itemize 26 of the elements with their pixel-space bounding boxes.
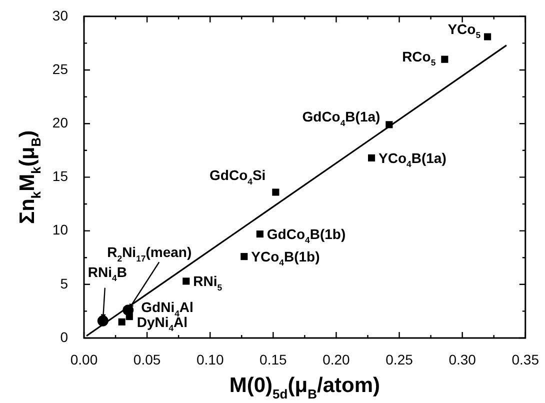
x-tick-label: 0.25 xyxy=(386,351,414,368)
x-tick-label: 0.05 xyxy=(133,351,161,368)
point xyxy=(240,252,248,260)
x-tick-label: 0.15 xyxy=(260,351,287,368)
point xyxy=(256,230,264,238)
y-tick-label: 25 xyxy=(52,60,68,77)
y-tick-label: 5 xyxy=(60,275,68,292)
y-tick-label: 30 xyxy=(52,7,68,24)
point xyxy=(441,56,448,63)
point xyxy=(368,154,376,162)
point xyxy=(386,121,393,128)
y-tick-label: 0 xyxy=(60,328,68,345)
x-tick-label: 0.20 xyxy=(322,351,350,368)
x-tick-label: 0.10 xyxy=(196,351,224,368)
y-tick-label: 15 xyxy=(52,168,68,184)
point xyxy=(182,278,190,285)
point xyxy=(272,188,280,196)
x-tick-label: 0.00 xyxy=(70,351,98,368)
y-tick-label: 20 xyxy=(52,114,68,130)
x-tick-label: 0.30 xyxy=(448,351,476,368)
point xyxy=(484,33,492,40)
y-tick-label: 10 xyxy=(52,222,68,238)
x-tick-label: 0.35 xyxy=(512,351,540,368)
point xyxy=(126,313,133,320)
point xyxy=(118,318,126,326)
y-axis-title: ΣnkMk(μB) xyxy=(16,130,44,224)
